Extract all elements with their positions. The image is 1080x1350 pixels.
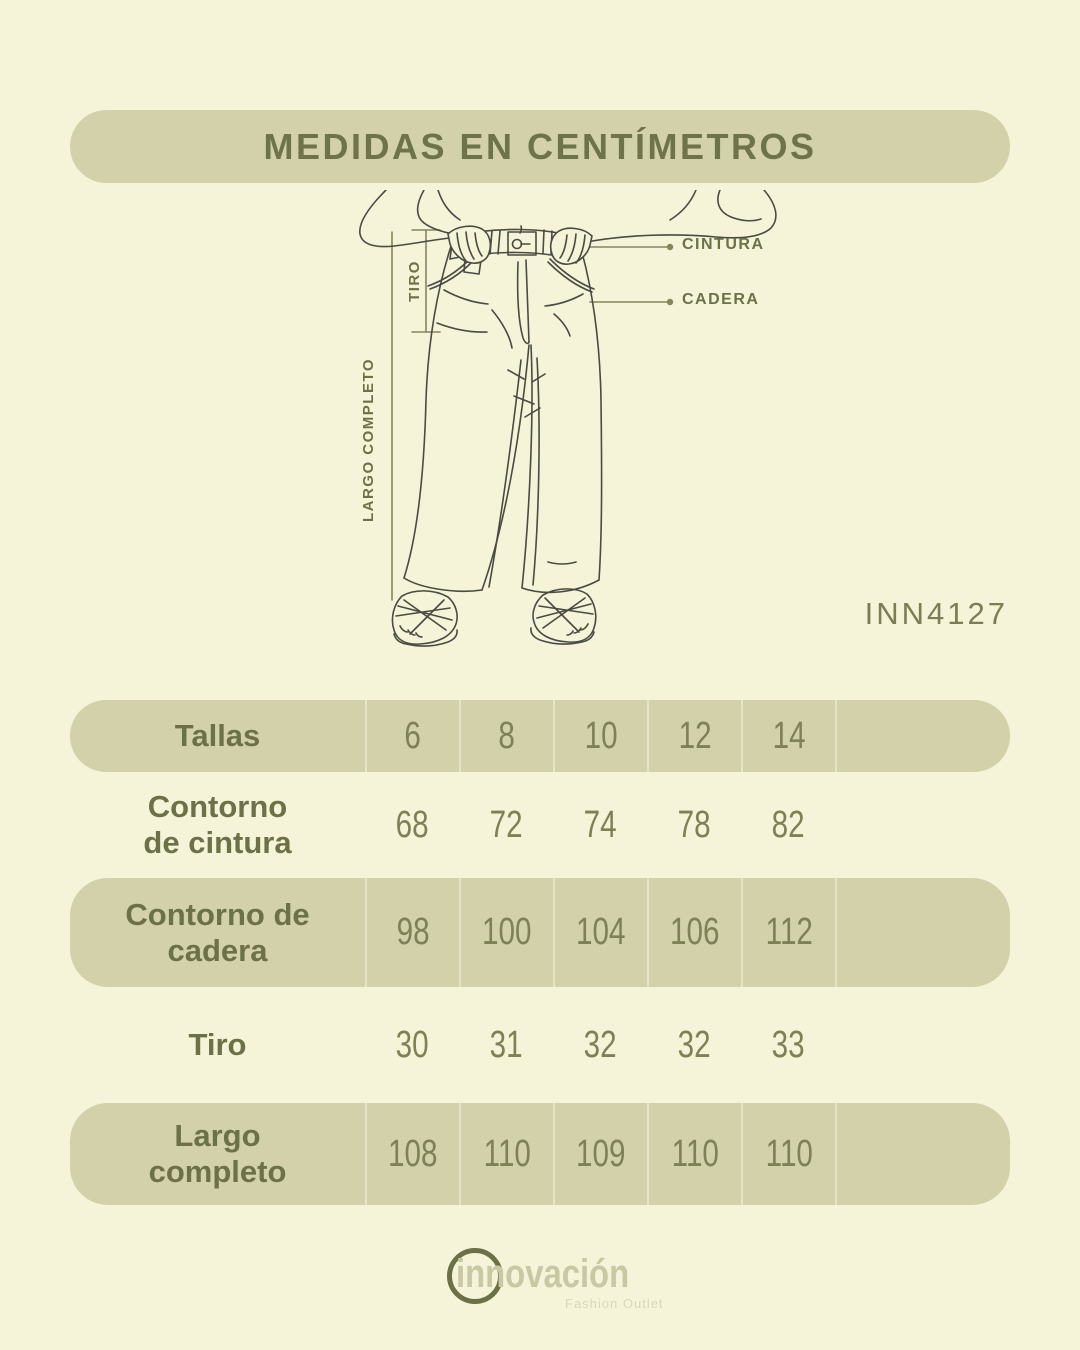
logo-circle-icon [447,1248,503,1304]
size-value: 110 [647,1103,741,1205]
empty-cell [835,878,1010,987]
size-value: 110 [741,1103,835,1205]
size-value: 12 [647,700,741,772]
page-title: MEDIDAS EN CENTÍMETROS [263,125,817,167]
table-row-tallas: Tallas 6 8 10 12 14 [70,700,1010,772]
size-table: Tallas 6 8 10 12 14 Contorno de cintura … [70,700,1010,1205]
brand-logo: innovación Fashion Outlet [447,1244,707,1319]
cintura-label: CINTURA [682,236,765,253]
empty-cell [835,1103,1010,1205]
measure-lines [391,229,671,601]
size-value: 31 [489,1023,523,1066]
cintura-leader-dot [666,243,674,251]
table-row-contorno-cadera: Contorno de cadera 98 100 104 106 112 [70,878,1010,987]
size-value: 68 [395,803,429,846]
size-value: 82 [771,803,805,846]
size-value: 104 [553,878,647,987]
size-value: 112 [741,878,835,987]
tiro-label: TIRO [406,260,423,302]
row-label: Contorno de cadera [125,896,310,968]
size-value: 108 [365,1103,459,1205]
size-value: 10 [553,700,647,772]
row-label: Tiro [188,1027,247,1063]
size-value: 14 [741,700,835,772]
empty-cell [835,772,1010,878]
size-value: 110 [459,1103,553,1205]
row-label: Contorno de cintura [143,789,292,860]
product-code: INN4127 [864,596,1008,631]
largo-completo-label: LARGO COMPLETO [360,357,377,523]
size-value: 30 [395,1023,429,1066]
header-pill: MEDIDAS EN CENTÍMETROS [70,110,1010,183]
size-value: 74 [583,803,617,846]
table-row-contorno-cintura: Contorno de cintura 68 72 74 78 82 [70,772,1010,878]
brand-name: innovación [456,1252,630,1296]
size-value: 72 [489,803,523,846]
pants-line-art-illustration [359,190,777,647]
empty-cell [835,987,1010,1103]
cadera-leader-dot [666,298,674,306]
size-value: 6 [365,700,459,772]
size-value: 98 [365,878,459,987]
size-value: 100 [459,878,553,987]
size-value: 8 [459,700,553,772]
size-value: 106 [647,878,741,987]
size-value: 33 [771,1023,805,1066]
pants-measurement-diagram: TIRO LARGO COMPLETO CINTURA CADERA [340,190,800,655]
table-row-tiro: Tiro 30 31 32 32 33 [70,987,1010,1103]
size-value: 32 [677,1023,711,1066]
cadera-label: CADERA [682,291,760,308]
table-row-largo-completo: Largo completo 108 110 109 110 110 [70,1103,1010,1205]
size-value: 78 [677,803,711,846]
row-label: Tallas [174,718,261,754]
brand-tagline: Fashion Outlet [565,1296,664,1311]
size-value: 109 [553,1103,647,1205]
empty-cell [835,700,1010,772]
row-label: Largo completo [148,1118,287,1189]
size-value: 32 [583,1023,617,1066]
pants-figure [359,190,777,647]
